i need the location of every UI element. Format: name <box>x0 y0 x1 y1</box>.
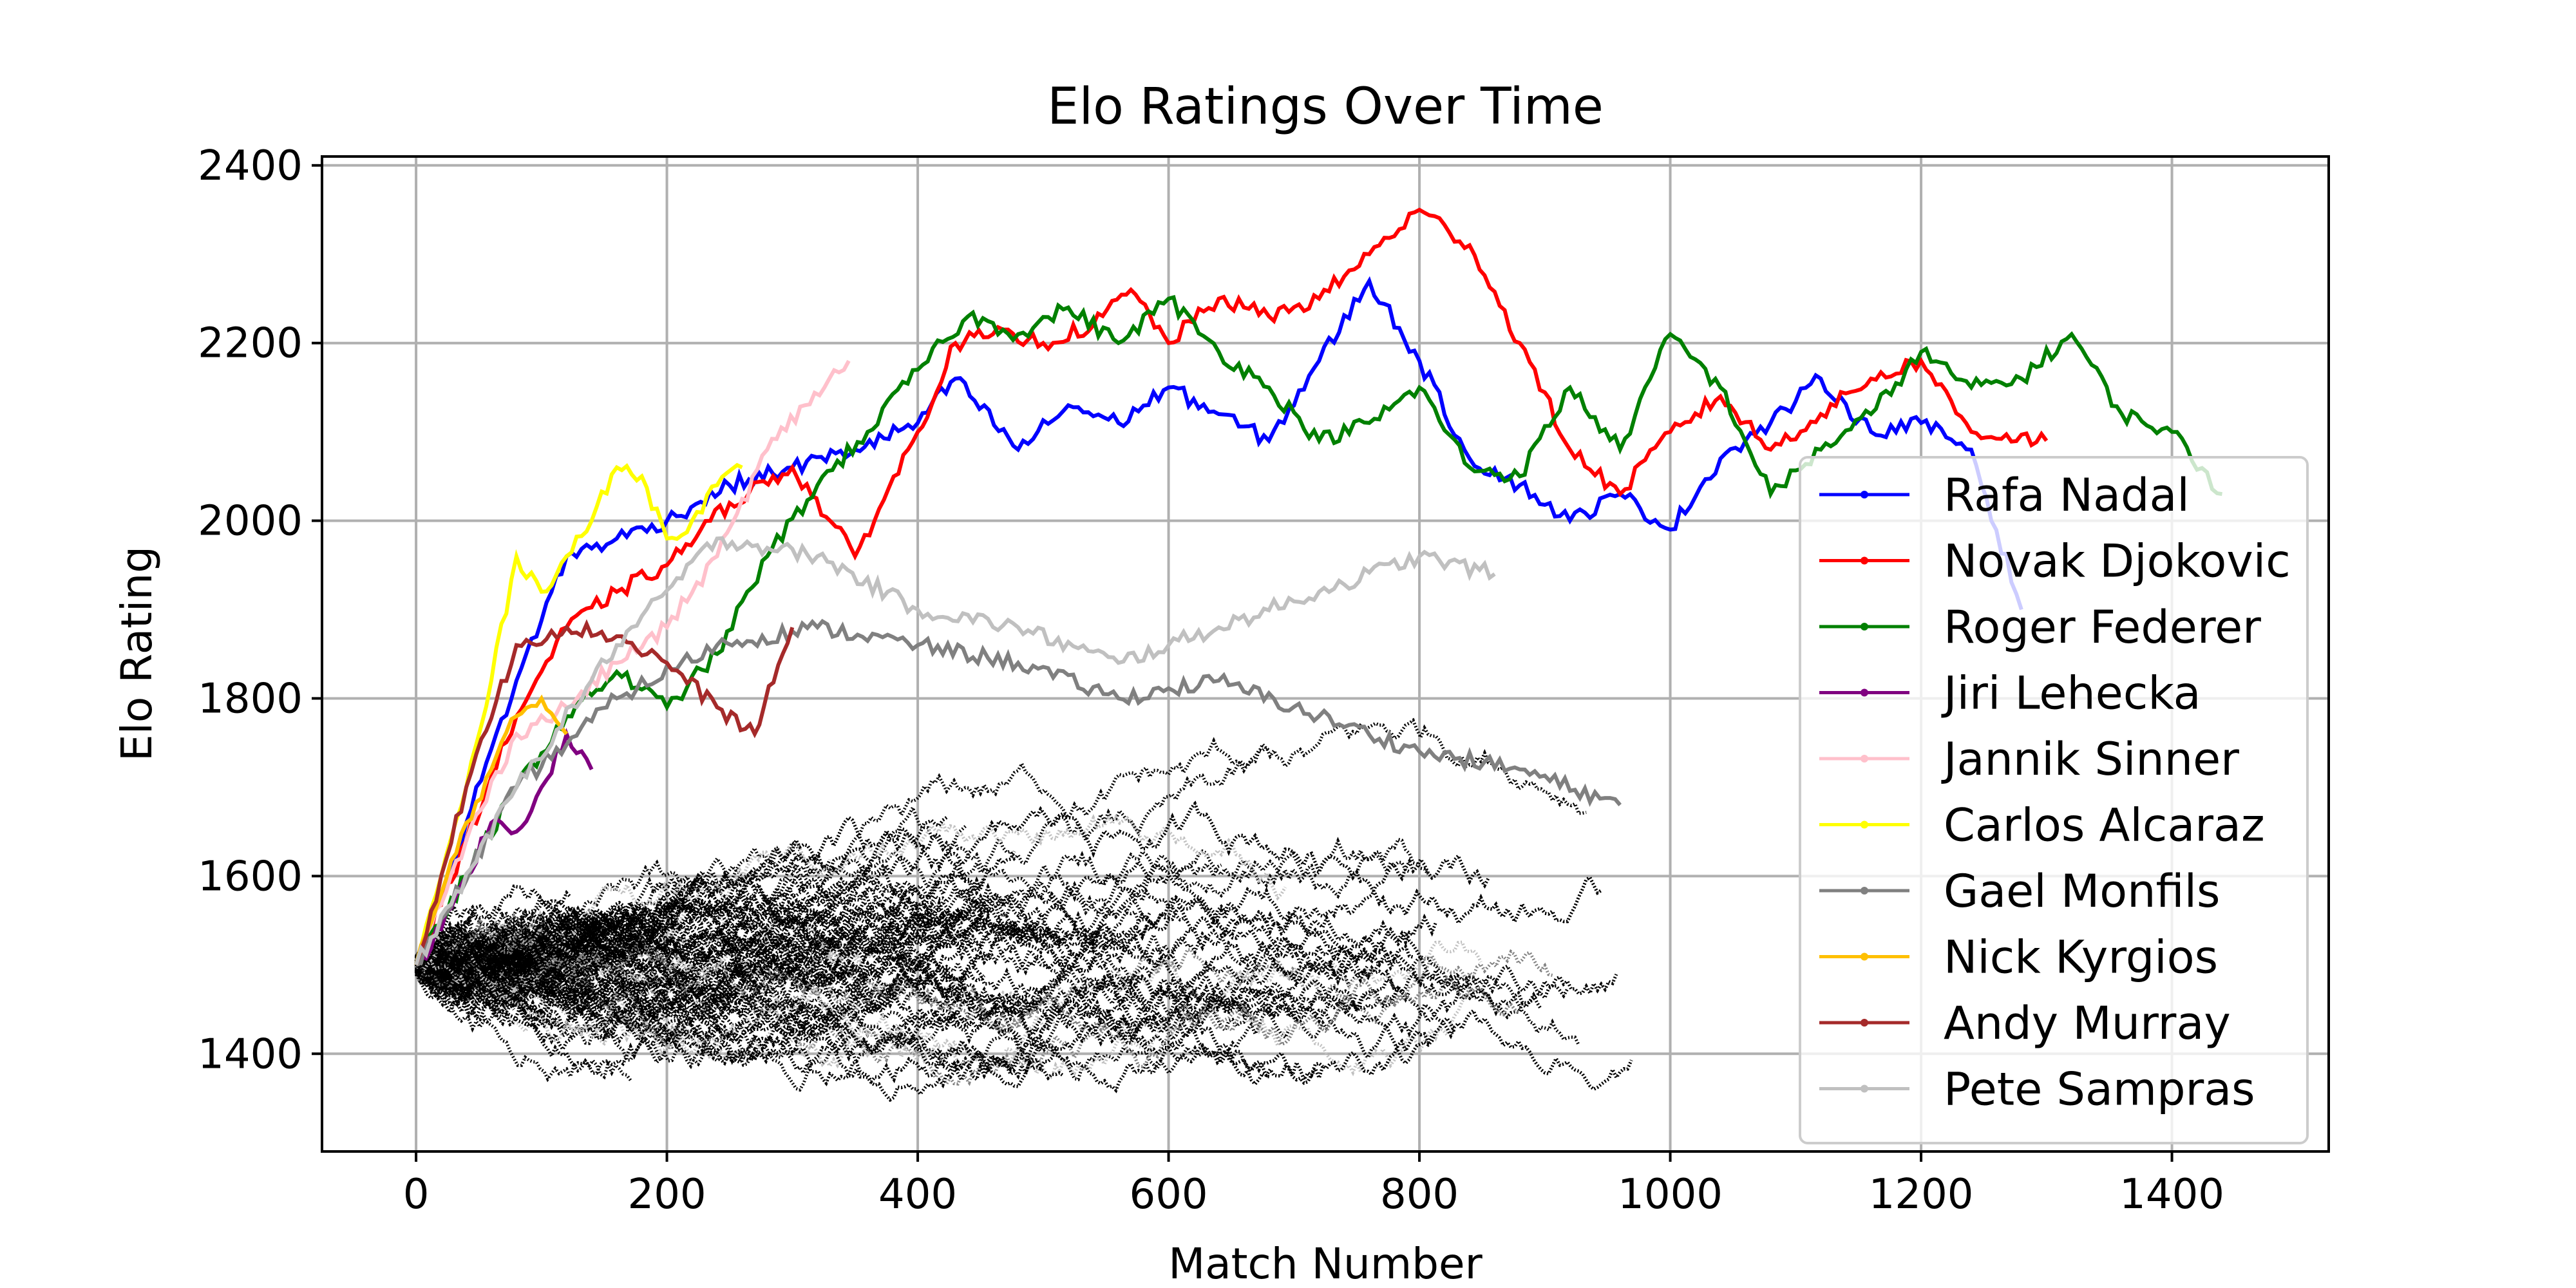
background-player-trace <box>414 913 568 966</box>
background-player-trace <box>414 957 627 1032</box>
legend-label: Carlos Alcaraz <box>1944 799 2265 852</box>
background-player-trace <box>415 864 936 987</box>
background-player-trace <box>415 958 1057 1069</box>
background-player-trace <box>414 906 1414 986</box>
legend-label: Roger Federer <box>1944 601 2261 654</box>
background-player-trace <box>415 918 858 971</box>
legend-marker <box>1861 623 1868 630</box>
background-player-trace <box>415 915 1520 1068</box>
series-line-0 <box>414 276 2023 966</box>
series-line-2 <box>414 295 2222 966</box>
legend-marker <box>1861 491 1868 498</box>
x-tick-label: 1200 <box>1869 1171 1974 1218</box>
x-tick-label: 600 <box>1129 1171 1208 1218</box>
background-player-trace <box>415 958 911 1058</box>
background-player-trace <box>415 904 835 977</box>
background-player-trace <box>415 916 474 960</box>
legend-label: Gael Monfils <box>1944 865 2221 918</box>
legend-label: Nick Kyrgios <box>1944 931 2218 984</box>
background-player-trace <box>415 897 993 989</box>
y-tick-label: 1800 <box>198 675 303 723</box>
legend: Rafa Nadal Novak Djokovic Roger Federer Jir… <box>1799 456 2309 1144</box>
y-tick-label: 1600 <box>198 853 303 900</box>
background-player-trace <box>414 959 520 1005</box>
legend-marker <box>1861 887 1868 895</box>
legend-marker <box>1861 952 1868 961</box>
background-player-trace <box>415 897 643 985</box>
legend-marker <box>1861 820 1868 829</box>
series-lines <box>414 207 2222 967</box>
background-player-trace <box>415 930 1482 1081</box>
background-player-trace <box>414 811 1287 989</box>
legend-marker <box>1861 688 1868 697</box>
x-axis-label: Match Number <box>1168 1239 1482 1288</box>
background-player-trace <box>415 911 1411 1039</box>
y-tick-label: 2400 <box>198 142 303 190</box>
plot-frame <box>321 155 2330 1153</box>
background-player-trace <box>415 717 1587 973</box>
background-player-trace <box>414 897 1543 1021</box>
legend-label: Andy Murray <box>1944 997 2231 1050</box>
y-axis-label: Elo Rating <box>112 546 162 761</box>
background-player-trace <box>415 904 1459 1032</box>
background-player-trace <box>414 948 1633 1092</box>
background-player-trace <box>414 936 538 1004</box>
background-player-trace <box>414 851 1410 998</box>
background-player-trace <box>414 904 500 964</box>
background-player-trace <box>415 932 473 978</box>
background-player-trace <box>414 931 515 981</box>
background-player-trace <box>415 908 601 987</box>
background-player-trace <box>414 945 1569 1086</box>
x-tick-label: 800 <box>1380 1171 1459 1218</box>
background-player-trace <box>414 936 674 1053</box>
background-player-trace <box>414 945 1370 1067</box>
background-player-trace <box>414 884 1580 1046</box>
background-player-trace <box>414 800 1602 975</box>
background-player-trace <box>415 959 542 1004</box>
background-player-trace <box>415 958 843 1066</box>
legend-marker <box>1861 1084 1868 1093</box>
legend-label: Rafa Nadal <box>1944 469 2190 522</box>
series-line-7 <box>414 694 569 966</box>
x-tick-label: 1400 <box>2119 1171 2224 1218</box>
background-player-trace <box>414 955 1271 1079</box>
series-line-9 <box>414 536 1496 966</box>
x-tick-label: 0 <box>403 1171 430 1218</box>
x-tick-label: 400 <box>878 1171 957 1218</box>
legend-label: Novak Djokovic <box>1944 535 2291 588</box>
background-player-trace <box>415 961 1618 1075</box>
x-tick-label: 200 <box>627 1171 706 1218</box>
legend-marker <box>1861 755 1868 762</box>
series-line-8 <box>414 619 795 966</box>
background-player-trace <box>415 913 1305 1015</box>
series-line-1 <box>414 207 2049 966</box>
background-player-trace <box>415 904 933 1021</box>
background-player-traces <box>414 717 1633 1103</box>
background-player-trace <box>414 909 676 987</box>
background-player-trace <box>415 870 986 967</box>
legend-box <box>1799 456 2309 1144</box>
series-line-6 <box>415 618 1622 967</box>
y-tick-label: 1400 <box>198 1030 303 1078</box>
legend-label: Jannik Sinner <box>1941 733 2239 786</box>
background-player-trace <box>415 930 911 999</box>
background-player-trace <box>414 904 873 1009</box>
chart-title: Elo Ratings Over Time <box>1047 78 1604 136</box>
legend-label: Jiri Lehecka <box>1941 667 2201 720</box>
y-tick-label: 2000 <box>198 498 303 545</box>
y-tick-label: 2200 <box>198 320 303 368</box>
x-tick-label: 1000 <box>1618 1171 1723 1218</box>
series-line-5 <box>414 462 743 966</box>
x-axis: 0 200 400 600 800 1000 1200 1400 <box>403 1151 2224 1218</box>
background-player-trace <box>414 942 1434 1087</box>
background-player-trace <box>415 920 862 990</box>
y-axis: 1400 1600 1800 2000 2200 2400 <box>198 142 322 1078</box>
legend-marker <box>1861 1019 1868 1027</box>
legend-label: Pete Sampras <box>1944 1063 2255 1116</box>
legend-marker <box>1861 556 1868 565</box>
